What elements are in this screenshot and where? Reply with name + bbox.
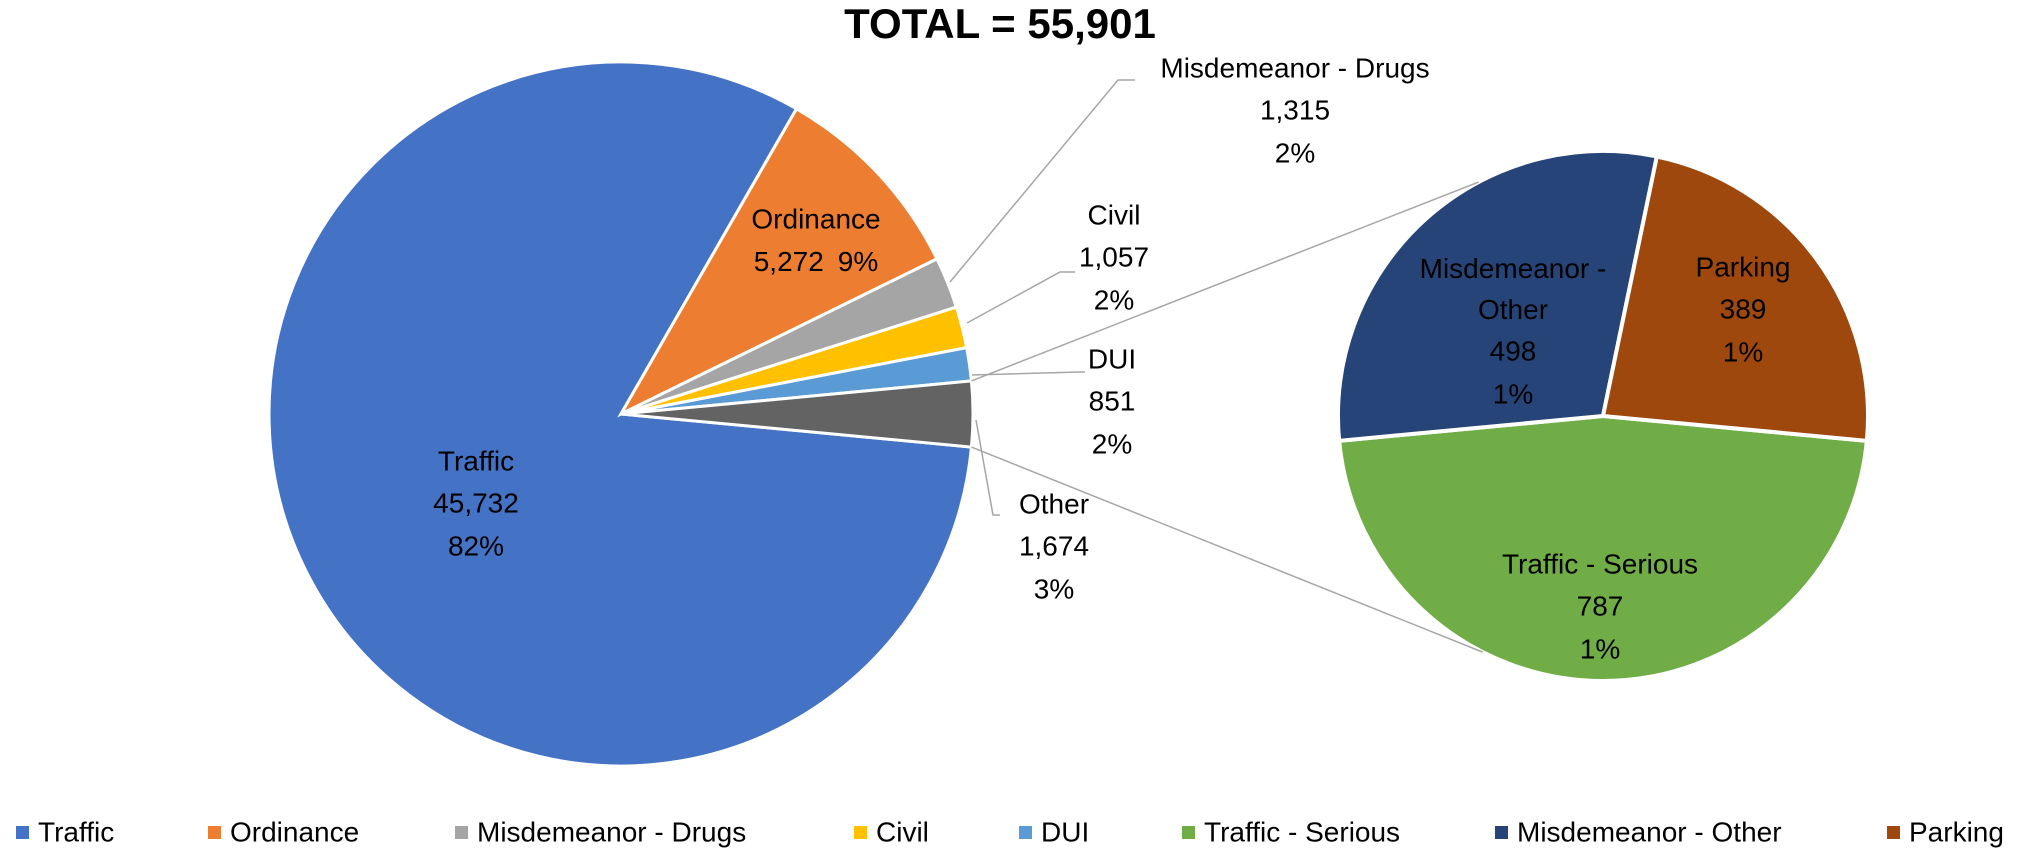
- legend-label: Traffic: [38, 816, 114, 847]
- data-label-value: 1,315: [1260, 94, 1330, 125]
- data-label-percent: 3%: [1034, 573, 1074, 604]
- data-label-percent: 1%: [1580, 633, 1620, 664]
- legend-swatch: [16, 826, 29, 839]
- data-label-percent: 2%: [1275, 137, 1315, 168]
- leader-line: [949, 79, 1135, 283]
- data-label-percent: 1%: [1493, 378, 1533, 409]
- data-label-percent: 82%: [448, 530, 504, 561]
- pie-slice: [1600, 154, 1870, 444]
- data-label-percent: 1%: [1723, 336, 1763, 367]
- data-label-value: 389: [1720, 293, 1767, 324]
- legend-label: DUI: [1041, 816, 1089, 847]
- leader-line: [975, 419, 1000, 516]
- data-label-value: 5,272: [754, 246, 824, 277]
- data-label-value: 498: [1490, 335, 1537, 366]
- legend-swatch: [455, 826, 468, 839]
- legend-swatch: [854, 826, 867, 839]
- legend-swatch: [1019, 826, 1032, 839]
- chart-title: TOTAL = 55,901: [844, 0, 1156, 47]
- legend-label: Traffic - Serious: [1204, 816, 1400, 847]
- data-label-percent: 2%: [1094, 284, 1134, 315]
- data-label-name: DUI: [1088, 343, 1136, 374]
- data-label-name: Misdemeanor - Other: [1419, 253, 1607, 325]
- data-label-name: Misdemeanor - Drugs: [1160, 52, 1429, 83]
- data-label-box: Misdemeanor - Other: [1419, 253, 1607, 325]
- legend-label: Parking: [1909, 816, 2004, 847]
- legend-label: Misdemeanor - Other: [1517, 816, 1782, 847]
- data-label-percent: 2%: [1092, 428, 1132, 459]
- data-label-name: Parking: [1696, 251, 1791, 282]
- legend-label: Civil: [876, 816, 929, 847]
- pie-slice: [1336, 149, 1660, 444]
- legend-swatch: [1182, 826, 1195, 839]
- data-label: 5,272 9%: [754, 246, 879, 277]
- connector-line: [971, 446, 1483, 653]
- legend-swatch: [1495, 826, 1508, 839]
- legend: Traffic Ordinance Misdemeanor - Drugs Civil…: [16, 816, 2004, 847]
- data-label-name: Ordinance: [751, 203, 880, 234]
- pie-slice: [617, 106, 939, 418]
- data-label-value: 45,732: [433, 487, 519, 518]
- data-label-value: 1,057: [1079, 241, 1149, 272]
- legend-label: Misdemeanor - Drugs: [477, 816, 746, 847]
- legend-swatch: [208, 826, 221, 839]
- data-label-percent: 9%: [838, 246, 878, 277]
- leader-line: [971, 371, 1085, 376]
- pie-slice: [620, 379, 975, 449]
- pie-slice: [1336, 413, 1870, 683]
- data-label-value: 787: [1577, 590, 1624, 621]
- legend-swatch: [1887, 826, 1900, 839]
- data-label-name: Civil: [1088, 199, 1141, 230]
- data-label-value: 851: [1089, 385, 1136, 416]
- data-label-name: Traffic: [438, 445, 514, 476]
- data-label-value: 1,674: [1019, 530, 1089, 561]
- legend-label: Ordinance: [230, 816, 359, 847]
- data-label-name: Traffic - Serious: [1502, 548, 1698, 579]
- leader-line: [966, 271, 1075, 324]
- connector-line: [971, 181, 1479, 382]
- data-label-name: Other: [1019, 488, 1089, 519]
